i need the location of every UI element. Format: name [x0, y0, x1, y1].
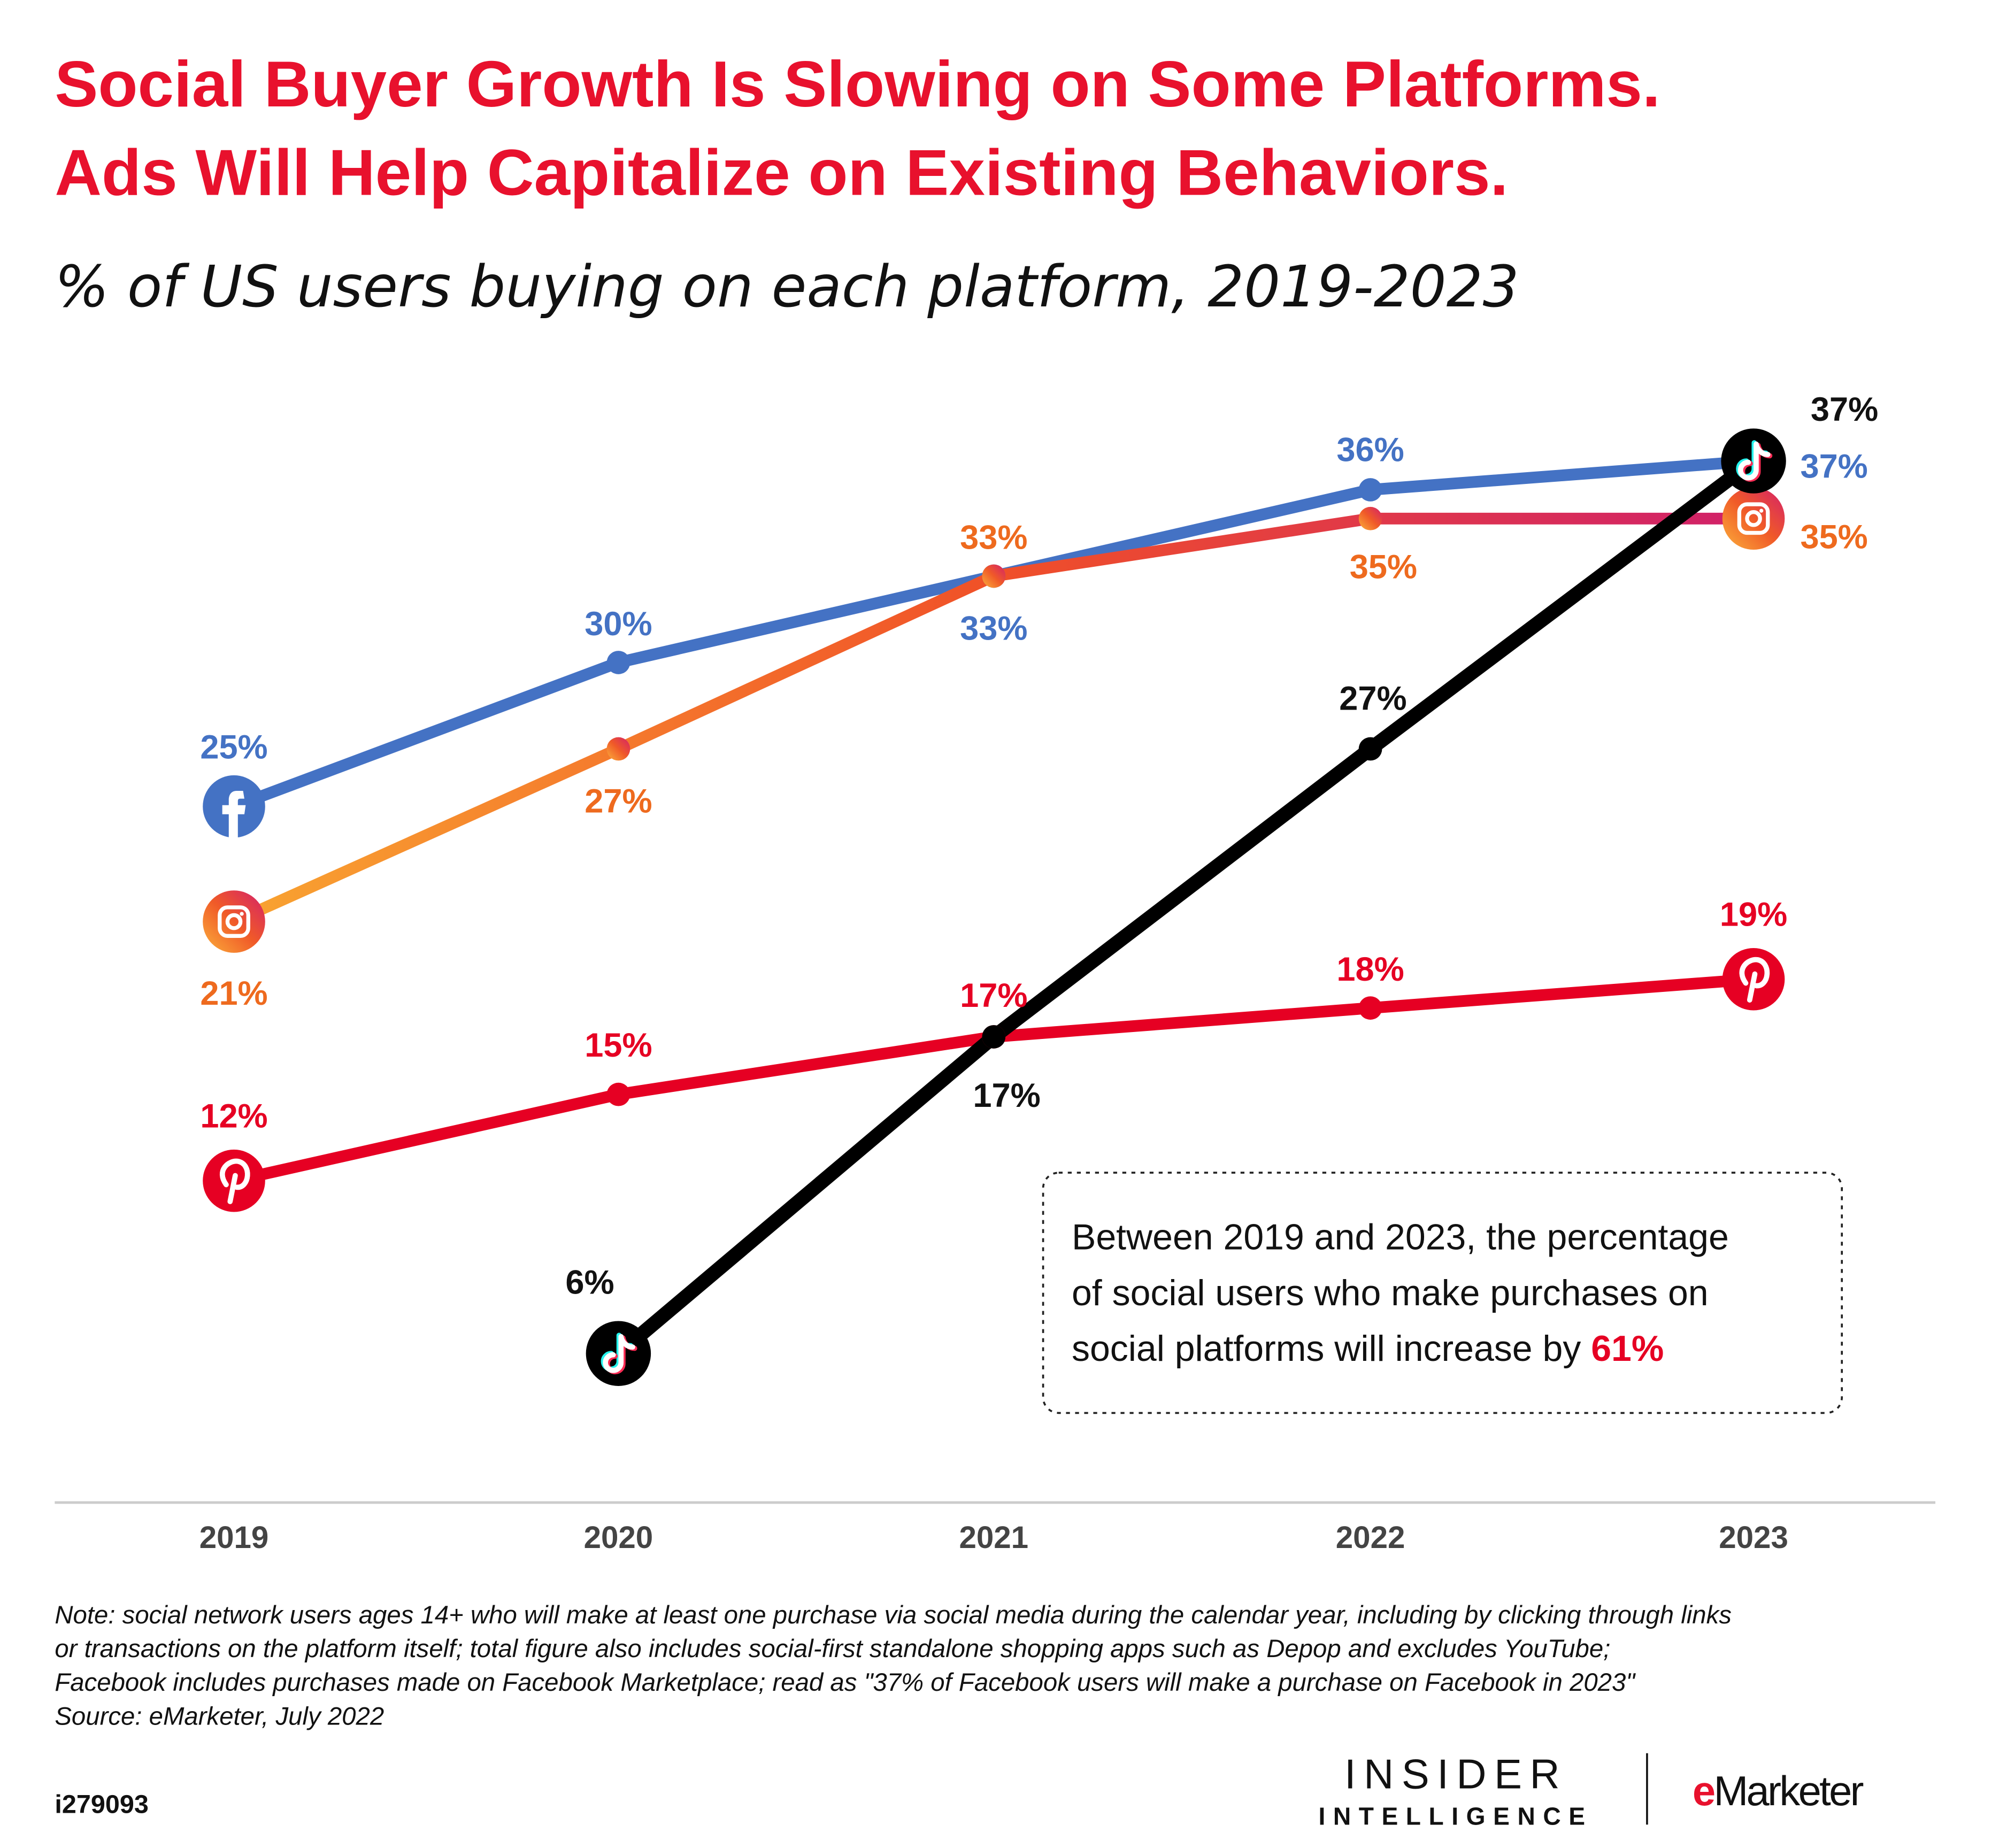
instagram-label-2020: 27%	[585, 783, 652, 820]
pinterest-label-2020: 15%	[585, 1027, 652, 1064]
instagram-point-2022	[1358, 506, 1382, 530]
chart-subtitle: % of US users buying on each platform, 2…	[55, 254, 1519, 320]
x-tick-label-2021: 2021	[959, 1520, 1028, 1555]
x-tick-label-2022: 2022	[1336, 1520, 1405, 1555]
pinterest-icon	[1722, 948, 1785, 1011]
pinterest-label-2022: 18%	[1336, 951, 1404, 988]
svg-text:INSIDER: INSIDER	[1344, 1751, 1567, 1797]
facebook-label-2022: 36%	[1336, 431, 1404, 468]
instagram-point-2021	[982, 564, 1006, 588]
instagram-label-2019: 21%	[200, 975, 267, 1012]
insider-intelligence-logo: INSIDER INTELLIGENCE	[1318, 1751, 1593, 1830]
callout-line-2: of social users who make purchases on	[1072, 1273, 1709, 1313]
tiktok-label-2023: 37%	[1811, 391, 1878, 428]
note-line-1: Note: social network users ages 14+ who …	[55, 1601, 1732, 1629]
tiktok-point-2022	[1358, 737, 1382, 761]
facebook-label-2023: 37%	[1800, 448, 1867, 486]
chart-title-line-1: Social Buyer Growth Is Slowing on Some P…	[55, 48, 1660, 120]
tiktok-icon	[586, 1321, 651, 1386]
facebook-icon	[203, 775, 265, 838]
callout-line-1: Between 2019 and 2023, the percentage	[1072, 1216, 1729, 1257]
pinterest-label-2021: 17%	[960, 977, 1027, 1014]
pinterest-point-2020	[606, 1082, 630, 1106]
tiktok-point-2021	[982, 1025, 1006, 1049]
tiktok-label-2021: 17%	[973, 1077, 1040, 1114]
instagram-point-2020	[606, 737, 630, 761]
x-tick-label-2023: 2023	[1719, 1520, 1788, 1555]
tiktok-label-2022: 27%	[1339, 680, 1406, 718]
x-tick-label-2020: 2020	[584, 1520, 653, 1555]
chart-title-line-2: Ads Will Help Capitalize on Existing Beh…	[55, 136, 1508, 209]
svg-text:INTELLIGENCE: INTELLIGENCE	[1318, 1802, 1593, 1830]
tiktok-label-2020: 6%	[565, 1264, 614, 1302]
instagram-icon	[1722, 487, 1785, 550]
note-line-2: or transactions on the platform itself; …	[55, 1635, 1610, 1663]
facebook-point-2020	[606, 651, 630, 674]
chart-id: i279093	[55, 1790, 149, 1819]
pinterest-label-2023: 19%	[1720, 896, 1787, 934]
facebook-label-2020: 30%	[585, 605, 652, 643]
facebook-point-2022	[1358, 478, 1382, 502]
instagram-label-2022: 35%	[1350, 548, 1417, 586]
instagram-icon	[203, 890, 265, 953]
instagram-label-2023: 35%	[1800, 519, 1867, 556]
pinterest-point-2022	[1358, 996, 1382, 1020]
emarketer-logo: eMarketer	[1693, 1768, 1865, 1814]
tiktok-line	[613, 455, 1758, 1359]
x-tick-label-2019: 2019	[199, 1520, 269, 1555]
pinterest-label-2019: 12%	[200, 1098, 267, 1135]
facebook-label-2021: 33%	[960, 610, 1027, 647]
tiktok-icon	[1721, 428, 1786, 494]
pinterest-icon	[203, 1149, 265, 1212]
svg-text:eMarketer: eMarketer	[1693, 1768, 1864, 1814]
facebook-label-2019: 25%	[200, 728, 267, 766]
callout-highlight: 61%	[1591, 1328, 1664, 1369]
callout-line-3: social platforms will increase by 61%	[1072, 1328, 1664, 1369]
note-line-3: Facebook includes purchases made on Face…	[55, 1668, 1636, 1697]
callout-box: Between 2019 and 2023, the percentage of…	[1042, 1172, 1843, 1414]
source-line: Source: eMarketer, July 2022	[55, 1702, 384, 1730]
instagram-label-2021: 33%	[960, 519, 1027, 556]
